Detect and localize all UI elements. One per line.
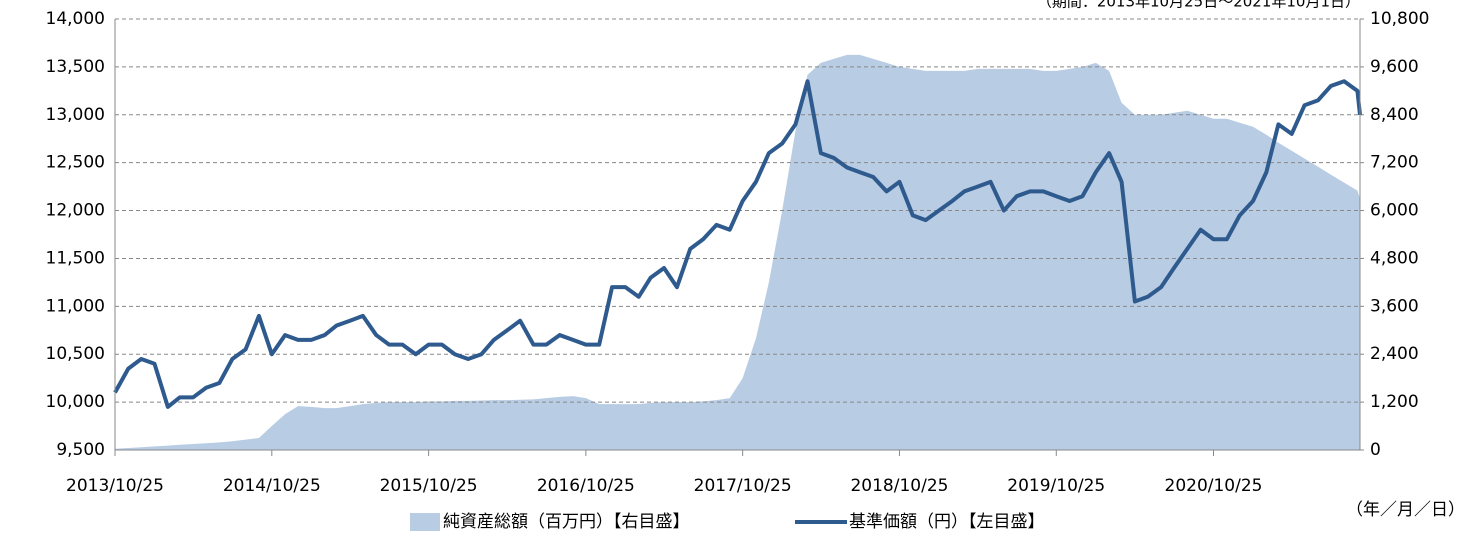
- x-tick-label: 2020/10/25: [1165, 476, 1263, 496]
- annotation: （期間：2013年10月25日～2021年10月1日）: [1037, 0, 1360, 11]
- y-tick-label: 10,500: [46, 344, 105, 364]
- y2-tick-label: 2,400: [1370, 344, 1419, 364]
- x-tick-label: 2018/10/25: [850, 476, 948, 496]
- y2-tick-label: 3,600: [1370, 296, 1419, 316]
- line: [113, 79, 1362, 409]
- x-tick-label: 2013/10/25: [66, 476, 164, 496]
- legend-label: 純資産総額（百万円）【右目盛】: [443, 512, 690, 532]
- x-tick-label: 2016/10/25: [537, 476, 635, 496]
- y2-tick-label: 1,200: [1370, 392, 1419, 412]
- y2-tick-label: 4,800: [1370, 248, 1419, 268]
- y2-tick-label: 7,200: [1370, 153, 1419, 173]
- y-tick-label: 11,000: [46, 296, 105, 316]
- y2-tick-label: 10,800: [1370, 9, 1429, 29]
- y2-tick-label: 9,600: [1370, 57, 1419, 77]
- x-tick-label: 2019/10/25: [1007, 476, 1105, 496]
- legend-label: 基準価額（円）【左目盛】: [849, 512, 1045, 532]
- x-tick-label: 2015/10/25: [380, 476, 478, 496]
- y-tick-label: 14,000: [46, 9, 105, 29]
- y-tick-label: 13,000: [46, 105, 105, 125]
- y-tick-label: 13,500: [46, 57, 105, 77]
- x-tick-label: 2014/10/25: [223, 476, 321, 496]
- y-tick-label: 10,000: [46, 392, 105, 412]
- y-tick-label: 12,500: [46, 153, 105, 173]
- x-tick-label: 2017/10/25: [694, 476, 792, 496]
- y-tick-label: 9,500: [56, 440, 105, 460]
- legend-swatch: [410, 513, 440, 531]
- y-tick-label: 11,500: [46, 248, 105, 268]
- y2-tick-label: 8,400: [1370, 105, 1419, 125]
- y-tick-label: 12,000: [46, 201, 105, 221]
- y2-tick-label: 6,000: [1370, 201, 1419, 221]
- x-axis-label: （年／月／日）: [1346, 500, 1465, 520]
- y2-tick-label: 0: [1370, 440, 1381, 460]
- area: [115, 54, 1360, 451]
